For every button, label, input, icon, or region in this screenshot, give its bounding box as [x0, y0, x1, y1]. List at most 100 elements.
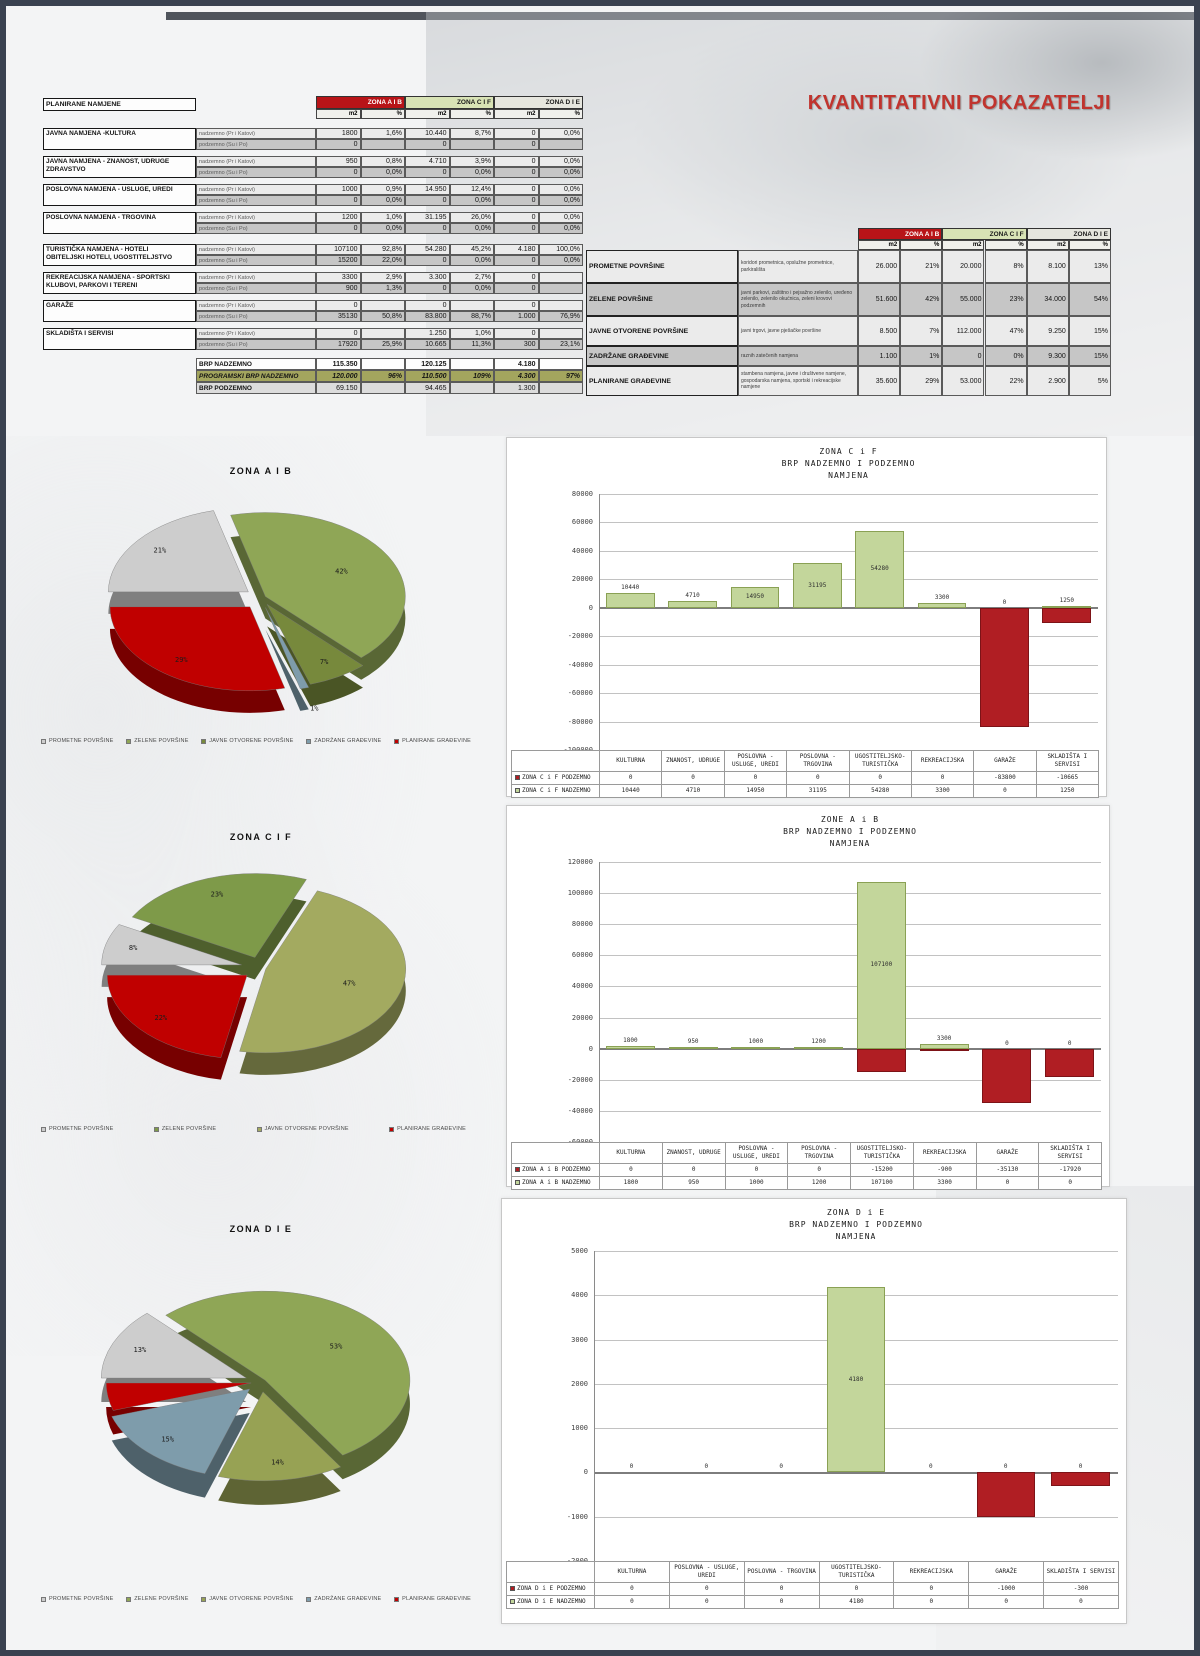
summary-value: 96%: [360, 370, 405, 382]
value-cell: 9.250: [1026, 316, 1069, 346]
category-label: UGOSTITELJSKO- TURISTIČKA: [818, 1560, 895, 1584]
y-tick-label: 5000: [571, 1247, 588, 1255]
value-cell: 10.665: [405, 339, 450, 350]
bar: [919, 1043, 969, 1049]
pie-slice-label: 53%: [330, 1342, 343, 1350]
series-name: ZONA D i E NADZEMNO: [517, 1598, 586, 1606]
y-axis-line: [599, 494, 600, 750]
category-label: POSLOVNA - TRGOVINA: [786, 749, 850, 773]
y-tick-label: 80000: [571, 490, 593, 498]
pie-slice-label: 7%: [320, 658, 329, 666]
row-sub-label: nadzemno (Pr i Katovi): [196, 244, 316, 255]
gridline: [599, 1017, 1101, 1019]
bar-value-label: 0: [779, 1463, 783, 1471]
pie-slice: [266, 603, 364, 685]
table-row-group: POSLOVNA NAMJENA - TRGOVINA nadzemno (Pr …: [43, 212, 583, 234]
value-cell: 35130: [316, 311, 361, 322]
series-value-cell: 0: [724, 1163, 789, 1178]
value-cell: [538, 283, 583, 294]
table-row-group: JAVNA NAMJENA -KULTURA nadzemno (Pr i Kat…: [43, 128, 583, 150]
y-tick-label: 60000: [571, 518, 593, 527]
category-label: REKREACIJSKA: [910, 749, 975, 773]
legend-marker: [201, 738, 207, 744]
legend-label: ZADRŽANE GRAĐEVINE: [314, 1596, 382, 1602]
value-cell: [538, 328, 583, 339]
bar-value-label: 31195: [808, 581, 827, 589]
value-cell: 34.000: [1026, 283, 1069, 316]
row-name: POSLOVNA NAMJENA - USLUGE, UREDI: [43, 184, 196, 206]
value-cell: 0,0%: [538, 255, 583, 266]
value-cell: 0: [405, 139, 450, 150]
series-row: ZONA C i F NADZEMNO 10440 4710 14950 31195 54…: [511, 784, 1100, 799]
zone-header: ZONA C I F: [942, 228, 1027, 240]
bar: [976, 1472, 1035, 1517]
series-name: ZONA C i F PODZEMNO: [522, 774, 591, 782]
value-cell: 3300: [316, 272, 361, 283]
summary-value: 1.300: [494, 382, 539, 394]
value-cell: 0: [405, 255, 450, 266]
value-cell: 35.600: [858, 366, 901, 396]
value-cell: 0: [405, 300, 450, 311]
table-row: ZELENE POVRŠINE javni parkovi, zaštitno i…: [586, 283, 1111, 316]
bar: [980, 607, 1029, 727]
pie-legend: PROMETNE POVRŠINE ZELENE POVRŠINE JAVNE OT…: [41, 736, 471, 746]
value-cell: 51.600: [858, 283, 901, 316]
category-label: POSLOVNA - USLUGE, UREDI: [724, 1141, 789, 1165]
row-sub-label: nadzemno (Pr i Katovi): [196, 128, 316, 139]
table-row: JAVNE OTVORENE POVRŠINE javni trgovi, jav…: [586, 316, 1111, 346]
series-row: ZONA A i B PODZEMNO 0 0 0 0 -15200 -900 -35130-…: [511, 1163, 1102, 1178]
value-cell: 300: [494, 339, 539, 350]
pie-slice: [111, 1388, 251, 1474]
pie-slice-label: 14%: [271, 1458, 284, 1466]
zone-header: ZONA A I B: [316, 96, 405, 109]
series-value-cell: 0: [723, 771, 788, 786]
value-cell: 0,8%: [360, 156, 405, 167]
value-cell: 0: [494, 328, 539, 339]
value-cell: 0,9%: [360, 184, 405, 195]
pie-title: ZONA A I B: [229, 466, 293, 476]
category-label: UGOSTITELJSKO- TURISTIČKA: [848, 749, 912, 773]
value-cell: 2,9%: [360, 272, 405, 283]
legend-item: JAVNE OTVORENE POVRŠINE: [201, 1596, 293, 1602]
value-cell: 10.440: [405, 128, 450, 139]
y-tick-label: -20000: [567, 1075, 593, 1084]
row-description: raznih zatečenih namjena: [738, 346, 858, 366]
bar: [919, 1048, 969, 1051]
pie-slice-label: 13%: [134, 1346, 147, 1354]
y-tick-label: 4000: [571, 1291, 588, 1300]
series-row: ZONA D i E PODZEMNO 0 0 0 0 0 -1000 -300: [506, 1582, 1119, 1597]
pie-slice: [101, 924, 242, 966]
summary-value: 97%: [538, 370, 583, 382]
gridline: [599, 664, 1098, 666]
unit-header: %: [1068, 240, 1111, 250]
pie-slice: [109, 606, 286, 691]
pie-slice-label: 15%: [161, 1435, 174, 1443]
legend-label: PLANIRANE GRAĐEVINE: [397, 1126, 466, 1132]
bar-chart-panel: ZONA D i E BRP NADZEMNO I PODZEMNO NAMJENA…: [501, 1198, 1127, 1624]
value-cell: 0,0%: [538, 212, 583, 223]
value-cell: 0,0%: [360, 223, 405, 234]
row-sub-label: podzemno (Su i Po): [196, 167, 316, 178]
row-sub-label: nadzemno (Pr i Katovi): [196, 212, 316, 223]
gridline: [599, 924, 1101, 926]
summary-value: 115.350: [316, 358, 361, 370]
unit-header: m2: [494, 109, 539, 119]
bar-value-label: 0: [1067, 1039, 1072, 1047]
value-cell: 42%: [900, 283, 943, 316]
row-name-line2: ZDRAVSTVO: [46, 166, 86, 174]
series-value-cell: 0: [598, 771, 663, 786]
summary-value: [538, 358, 583, 370]
row-name: ZELENE POVRŠINE: [586, 283, 738, 316]
value-cell: 23,1%: [538, 339, 583, 350]
bar: [856, 882, 906, 1049]
legend-item: PLANIRANE GRAĐEVINE: [394, 1596, 471, 1602]
gridline: [599, 579, 1098, 581]
bar: [826, 1287, 886, 1473]
series-value-cell: -300: [1043, 1582, 1119, 1597]
row-description: stambena namjena, javne i društvene namj…: [738, 366, 858, 396]
series-name: ZONA A i B PODZEMNO: [522, 1166, 591, 1174]
legend-marker: [510, 1586, 515, 1592]
table-row-group: SKLADIŠTA I SERVISI nadzemno (Pr i Katovi…: [43, 328, 583, 350]
series-value-cell: -10665: [1035, 771, 1100, 786]
